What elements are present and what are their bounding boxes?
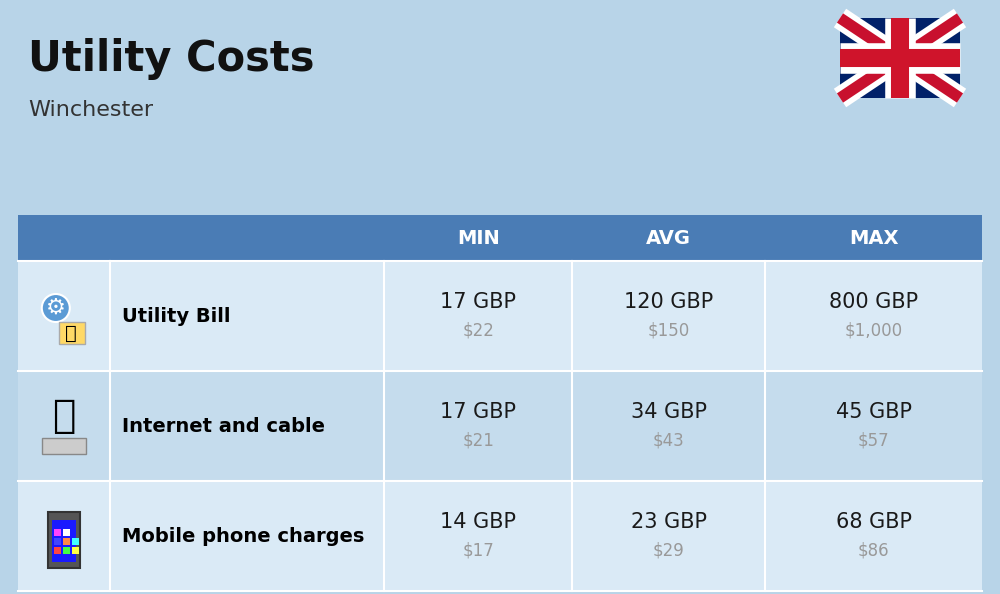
Bar	[18, 215, 982, 261]
Text: Mobile phone charges: Mobile phone charges	[122, 526, 364, 545]
Bar	[54, 538, 61, 545]
Text: $21: $21	[462, 431, 494, 449]
Bar	[18, 481, 982, 591]
Text: ⚙: ⚙	[46, 298, 66, 318]
Bar	[48, 512, 80, 568]
Bar	[72, 547, 79, 554]
Text: $57: $57	[858, 431, 889, 449]
Text: 45 GBP: 45 GBP	[836, 402, 912, 422]
Text: 17 GBP: 17 GBP	[440, 292, 516, 312]
Text: $1,000: $1,000	[844, 321, 903, 339]
Text: Utility Costs: Utility Costs	[28, 38, 314, 80]
Text: 17 GBP: 17 GBP	[440, 402, 516, 422]
Bar	[52, 520, 76, 562]
Circle shape	[42, 294, 70, 322]
Text: 68 GBP: 68 GBP	[836, 512, 912, 532]
Text: 🔌: 🔌	[65, 324, 77, 343]
Bar	[72, 538, 79, 545]
Bar	[18, 261, 982, 371]
Text: 120 GBP: 120 GBP	[624, 292, 713, 312]
Text: Internet and cable: Internet and cable	[122, 416, 325, 435]
Text: Winchester: Winchester	[28, 100, 153, 120]
Text: $29: $29	[653, 541, 685, 559]
Text: 800 GBP: 800 GBP	[829, 292, 918, 312]
Text: 34 GBP: 34 GBP	[631, 402, 707, 422]
Text: Utility Bill: Utility Bill	[122, 307, 230, 326]
Bar	[63, 538, 70, 545]
Bar	[59, 322, 85, 344]
Text: MAX: MAX	[849, 229, 898, 248]
Bar	[54, 529, 61, 536]
Text: $43: $43	[653, 431, 685, 449]
Bar	[63, 547, 70, 554]
Text: $86: $86	[858, 541, 889, 559]
Bar	[840, 18, 960, 98]
Text: MIN: MIN	[457, 229, 500, 248]
Text: $150: $150	[648, 321, 690, 339]
Bar	[42, 438, 86, 454]
Text: 📡: 📡	[52, 397, 75, 435]
Text: 14 GBP: 14 GBP	[440, 512, 516, 532]
Text: 23 GBP: 23 GBP	[631, 512, 707, 532]
Bar	[54, 547, 61, 554]
Bar	[63, 529, 70, 536]
Bar	[18, 371, 982, 481]
Text: $17: $17	[462, 541, 494, 559]
Text: $22: $22	[462, 321, 494, 339]
Text: AVG: AVG	[646, 229, 691, 248]
